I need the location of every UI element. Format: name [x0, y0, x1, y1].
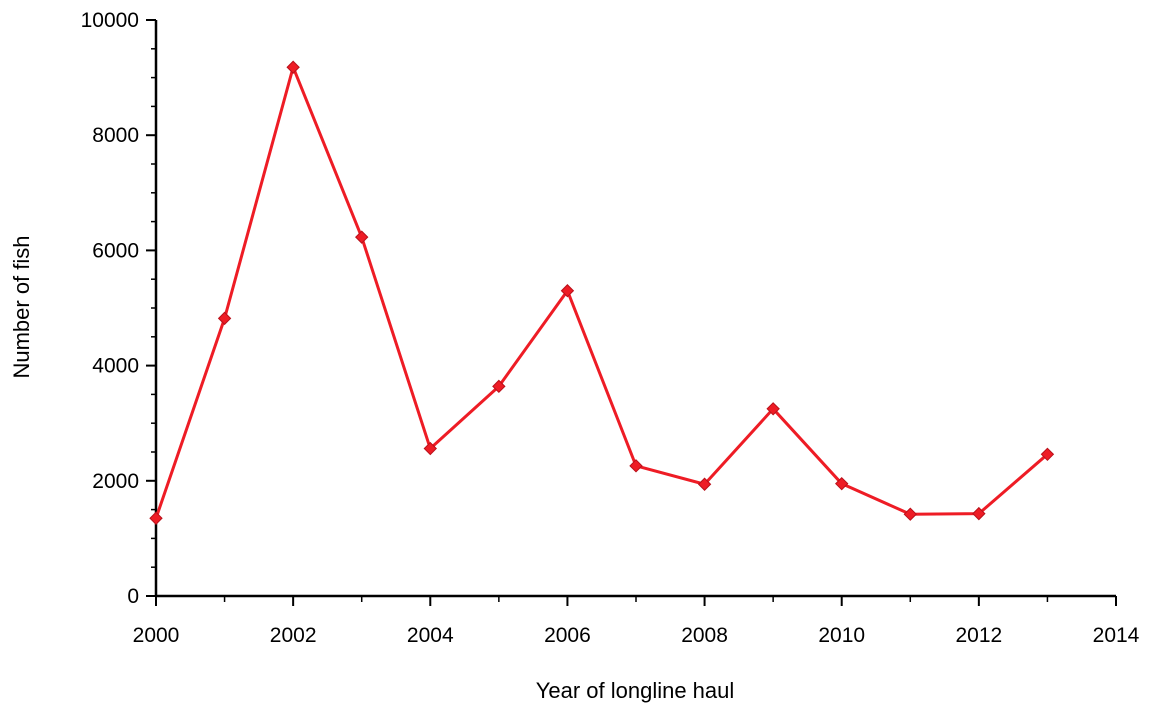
x-axis-ticks: 2000 2002 2004 2006 2008 2010 2012 2014	[133, 596, 1140, 647]
data-point-marker	[1040, 447, 1055, 462]
x-tick-label: 2010	[818, 624, 865, 647]
x-axis-title: Year of longline haul	[536, 678, 735, 703]
x-tick-label: 2014	[1093, 624, 1140, 647]
data-point-marker	[217, 311, 232, 326]
data-point-marker	[149, 511, 163, 525]
x-tick-label: 2004	[407, 624, 454, 647]
y-tick-label: 10000	[81, 9, 139, 32]
y-tick-label: 8000	[92, 124, 139, 147]
y-axis-title: Number of fish	[9, 235, 34, 378]
data-point-marker	[286, 60, 300, 74]
y-tick-label: 4000	[92, 355, 139, 378]
data-point-marker	[766, 402, 780, 416]
y-tick-label: 0	[127, 585, 139, 608]
series-line	[154, 65, 1049, 519]
data-point-marker	[629, 459, 643, 473]
y-tick-label: 2000	[92, 470, 139, 493]
x-tick-label: 2006	[544, 624, 591, 647]
x-tick-label: 2012	[955, 624, 1002, 647]
data-point-marker	[835, 476, 849, 491]
x-tick-label: 2000	[133, 624, 180, 647]
data-point-marker	[972, 506, 986, 521]
series-group	[149, 60, 1055, 525]
y-axis-ticks: 0 2000 4000 6000 8000 10000	[81, 9, 156, 608]
data-point-marker	[355, 230, 369, 244]
x-tick-label: 2002	[270, 624, 317, 647]
y-tick-label: 6000	[92, 239, 139, 262]
data-point-marker	[492, 379, 506, 394]
data-point-marker	[903, 507, 917, 521]
data-point-marker	[423, 441, 437, 456]
x-tick-label: 2008	[681, 624, 728, 647]
data-point-marker	[697, 477, 712, 491]
data-point-marker	[560, 284, 575, 298]
